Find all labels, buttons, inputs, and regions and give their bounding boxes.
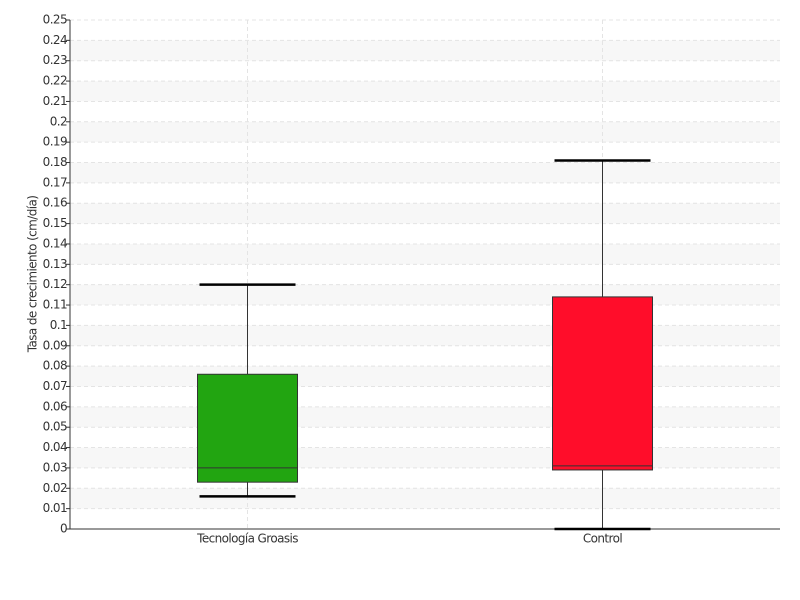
- y-tick-label: 0.11: [43, 298, 67, 312]
- y-tick-label: 0.06: [43, 399, 67, 413]
- y-tick-label: 0.01: [43, 501, 67, 515]
- y-tick-label: 0.15: [43, 216, 67, 230]
- y-tick-label: 0.12: [43, 277, 67, 291]
- x-tick-label: Control: [583, 532, 622, 546]
- y-tick-label: 0.05: [43, 420, 67, 434]
- y-tick-label: 0.23: [43, 53, 67, 67]
- grid-band: [70, 447, 780, 468]
- y-tick-label: 0.21: [43, 94, 67, 108]
- y-tick-label: 0.1: [50, 318, 67, 332]
- grid-band: [70, 284, 780, 306]
- box: [552, 296, 653, 471]
- y-axis-label: Tasa de crecimiento (cm/día): [26, 196, 40, 354]
- y-tick-label: 0.17: [43, 175, 67, 189]
- x-tick-label: Tecnología Groasis: [196, 532, 298, 546]
- grid-band: [70, 406, 780, 428]
- box: [197, 373, 298, 483]
- y-tick-label: 0.02: [43, 481, 67, 495]
- grid-band: [70, 81, 780, 102]
- y-tick-label: 0.16: [43, 196, 67, 210]
- y-tick-label: 0.13: [43, 257, 67, 271]
- y-tick-label: 0.2: [50, 114, 67, 128]
- grid-band: [70, 488, 780, 509]
- grid-band: [70, 162, 780, 183]
- y-tick-label: 0.09: [43, 338, 67, 352]
- y-tick-label: 0.18: [43, 155, 67, 169]
- y-tick-label: 0: [60, 522, 67, 536]
- y-tick-label: 0.19: [43, 135, 67, 149]
- y-tick-label: 0.04: [43, 440, 67, 454]
- grid-band: [70, 40, 780, 61]
- y-tick-label: 0.08: [43, 359, 67, 373]
- grid-band: [70, 121, 780, 143]
- y-tick-label: 0.03: [43, 460, 67, 474]
- y-tick-label: 0.14: [43, 236, 67, 250]
- grid-band: [70, 203, 780, 224]
- grid-band: [70, 243, 780, 265]
- grid-band: [70, 325, 780, 346]
- y-tick-label: 0.25: [43, 13, 67, 27]
- y-tick-label: 0.07: [43, 379, 67, 393]
- y-tick-label: 0.24: [43, 33, 67, 47]
- grid-band: [70, 366, 780, 387]
- y-tick-label: 0.22: [43, 74, 67, 88]
